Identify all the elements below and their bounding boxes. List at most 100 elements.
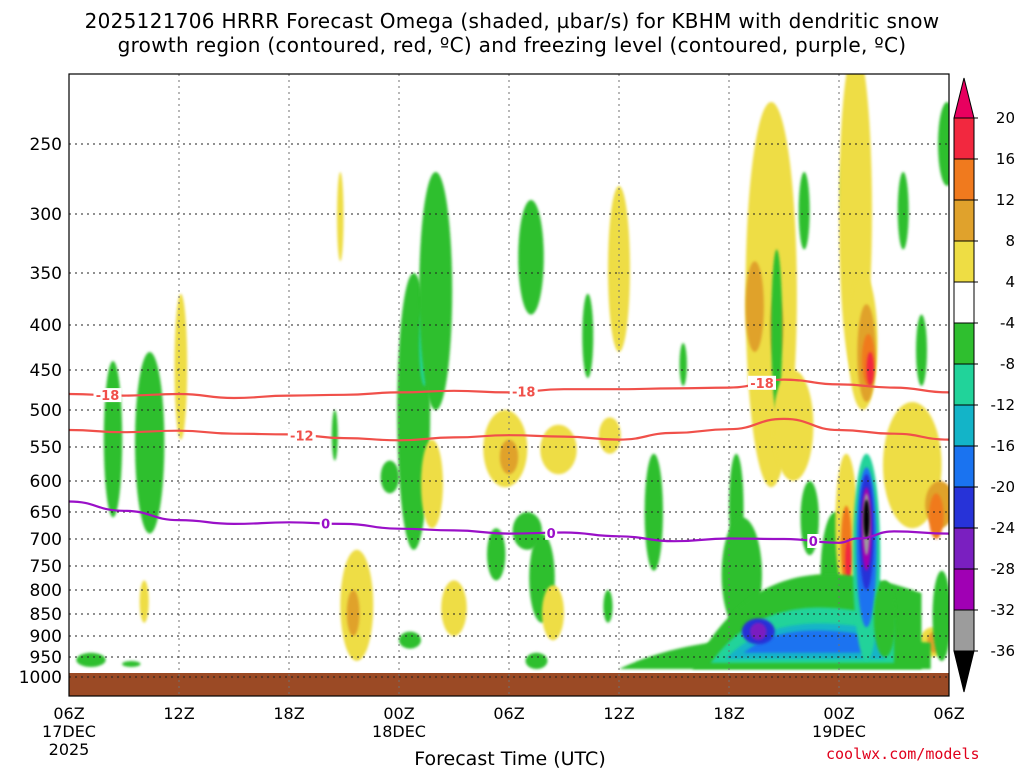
x-tick-date-0: 17DEC (42, 722, 96, 741)
x-tick-label-24: 06Z (493, 704, 524, 723)
colorbar-label-12: 12 (996, 191, 1015, 209)
contour-label-bg-freezing_0-2 (807, 534, 820, 548)
omega-region-30 (644, 453, 663, 571)
colorbar-label--24: -24 (991, 519, 1016, 537)
colorbar-swatch-7 (953, 404, 975, 447)
contour-label-bg-dgz_-18-2 (748, 375, 776, 390)
plot-frame (68, 73, 950, 697)
contour-label-dgz_-18-2: -18 (750, 377, 774, 392)
contour-label-bg-dgz_-12-0 (287, 428, 316, 443)
omega-region-38 (773, 370, 814, 481)
y-tick-label-300: 300 (30, 205, 62, 225)
colorbar-swatch-10 (953, 527, 975, 570)
colorbar-swatch-5 (953, 322, 975, 365)
omega-shading (76, 74, 949, 670)
contour-label-freezing_0-2: 0 (809, 535, 818, 550)
y-tick-label-900: 900 (30, 627, 62, 647)
omega-region-0 (103, 361, 123, 518)
x-tick-label-30: 12Z (603, 704, 634, 723)
x-tick-label-18: 00Z (383, 704, 414, 723)
omega-region-6 (337, 172, 344, 262)
y-tick-label-950: 950 (30, 648, 62, 668)
contour-label-dgz_-12-0: -12 (290, 429, 314, 444)
colorbar-label-4: 4 (1005, 273, 1015, 291)
y-tick-label-750: 750 (30, 557, 62, 577)
colorbar-bottom-arrow (953, 650, 975, 693)
colorbar-label--16: -16 (991, 437, 1016, 455)
omega-region-20 (518, 199, 544, 315)
omega-region-5 (139, 580, 149, 623)
contour-freezing_0 (69, 500, 949, 544)
x-tick-date-18: 18DEC (372, 722, 426, 741)
omega-region-9 (346, 590, 360, 636)
contour-dgz_-18 (69, 378, 949, 400)
contour-label-freezing_0-1: 0 (547, 527, 556, 542)
x-tick-label-42: 00Z (823, 704, 854, 723)
colorbar-swatch-8 (953, 445, 975, 488)
y-tick-label-250: 250 (30, 135, 62, 155)
x-tick-label-0: 06Z (53, 704, 84, 723)
y-tick-label-800: 800 (30, 581, 62, 601)
contour-label-bg-dgz_-18-0 (93, 388, 122, 403)
omega-region-55 (928, 493, 944, 539)
colorbar-swatch-4 (953, 281, 975, 324)
omega-region-14 (421, 439, 443, 529)
omega-region-48 (866, 352, 874, 386)
contour-label-dgz_-18-0: -18 (96, 389, 120, 404)
colorbar-swatch-12 (953, 609, 975, 652)
y-tick-label-650: 650 (30, 503, 62, 523)
chart-title-line-1: 2025121706 HRRR Forecast Omega (shaded, … (84, 9, 940, 33)
omega-region-16 (441, 580, 467, 636)
colorbar-swatch-9 (953, 486, 975, 529)
colorbar-swatch-1 (953, 158, 975, 201)
colorbar-label--36: -36 (991, 642, 1016, 660)
omega-region-24 (540, 424, 577, 475)
y-tick-label-350: 350 (30, 264, 62, 284)
omega-region-12 (380, 460, 399, 494)
omega-region-4 (122, 661, 141, 667)
omega-region-21 (512, 512, 542, 550)
omega-region-15 (399, 631, 421, 649)
contour-label-dgz_-18-1: -18 (512, 386, 536, 401)
colorbar-label-20: 20 (996, 109, 1015, 127)
colorbar-swatch-11 (953, 568, 975, 611)
colorbar-label-16: 16 (996, 150, 1015, 168)
omega-region-23 (525, 652, 548, 670)
y-tick-label-450: 450 (30, 361, 62, 381)
omega-region-29 (598, 417, 621, 454)
contour-label-bg-dgz_-18-1 (509, 384, 538, 399)
colorbar-label-8: 8 (1005, 232, 1015, 250)
contour-label-bg-freezing_0-1 (545, 525, 558, 540)
y-tick-label-700: 700 (30, 530, 62, 550)
y-tick-label-850: 850 (30, 605, 62, 625)
colorbar-swatch-0 (953, 117, 975, 160)
x-tick-label-6: 12Z (163, 704, 194, 723)
contour-lines: -18 -18 -18 -12 0 0 0 (69, 375, 949, 550)
y-tick-label-550: 550 (30, 438, 62, 458)
omega-region-59 (916, 314, 927, 386)
omega-region-26 (582, 293, 594, 378)
omega-region-7 (331, 410, 338, 461)
y-tick-label-1000: 1000 (19, 668, 62, 688)
omega-region-74 (932, 570, 949, 661)
omega-region-73 (873, 580, 896, 657)
omega-region-56 (938, 102, 949, 186)
colorbar-label--4: -4 (1000, 314, 1015, 332)
colorbar-label--12: -12 (991, 396, 1016, 414)
ground-fill (69, 673, 949, 696)
omega-region-34 (745, 261, 764, 352)
omega-region-31 (679, 343, 687, 386)
colorbar-label--8: -8 (1000, 355, 1015, 373)
x-tick-date-42: 19DEC (812, 722, 866, 741)
omega-region-72 (863, 499, 870, 539)
contour-dgz_-12 (69, 417, 949, 442)
omega-region-64 (743, 630, 867, 653)
colorbar-swatch-6 (953, 363, 975, 406)
colorbar-swatch-2 (953, 199, 975, 242)
omega-region-18 (499, 439, 519, 475)
credit-link[interactable]: coolwx.com/models (826, 745, 980, 763)
colorbar-label--32: -32 (991, 601, 1016, 619)
colorbar-top-arrow (953, 77, 975, 119)
omega-region-2 (174, 293, 188, 440)
